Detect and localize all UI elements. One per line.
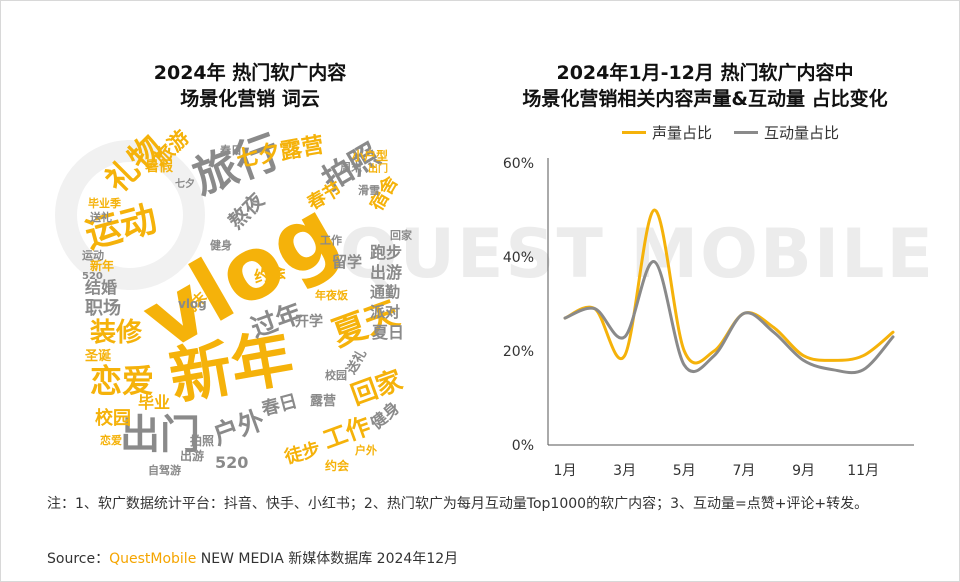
wordcloud-word: 校园 — [95, 408, 131, 429]
chart-title-line2: 场景化营销相关内容声量&互动量 占比变化 — [522, 88, 888, 110]
wordcloud-word: 拍照 — [190, 434, 215, 448]
x-tick-label: 1月 — [554, 463, 577, 479]
chart-title: 2024年1月-12月 热门软广内容中 场景化营销相关内容声量&互动量 占比变化 — [470, 60, 940, 112]
wordcloud-word: 出门 — [368, 164, 388, 175]
wordcloud-word: 暑假 — [145, 159, 173, 175]
wordcloud-word: 恋爱 — [90, 362, 155, 400]
wordcloud-word: 小户型 — [352, 149, 389, 163]
chart-legend: 声量占比 互动量占比 — [622, 122, 839, 143]
wordcloud-word: 年夜饭 — [315, 289, 348, 302]
wordcloud-word: 毕业季 — [88, 197, 121, 210]
wordcloud-word: 徒步 — [282, 438, 323, 469]
wordcloud-word: 出游 — [370, 263, 403, 282]
wordcloud-word: 职场 — [85, 298, 121, 319]
wordcloud-word: 工作 — [320, 234, 342, 247]
wordcloud-word: 开学 — [295, 314, 323, 330]
wordcloud-word: 毕业 — [138, 393, 171, 412]
wordcloud-word: 结婚 — [85, 278, 118, 297]
source-rest: NEW MEDIA 新媒体数据库 2024年12月 — [196, 551, 459, 567]
chart-title-line1: 2024年1月-12月 热门软广内容中 — [556, 62, 854, 84]
series-line-interaction — [563, 260, 895, 375]
wordcloud-word: 出游 — [180, 449, 205, 463]
wordcloud-word: 留学 — [332, 253, 363, 271]
wordcloud-word: 七夕 — [175, 179, 195, 190]
wordcloud-word: 约会 — [325, 459, 350, 473]
wordcloud-word: 户外 — [355, 444, 377, 457]
y-tick-label: 0% — [512, 438, 534, 454]
wordcloud-title-line2: 场景化营销 词云 — [180, 88, 320, 110]
y-tick-label: 20% — [503, 344, 534, 360]
footnote: 注：1、软广数据统计平台：抖音、快手、小红书；2、热门软广为每月互动量Top10… — [47, 496, 869, 512]
series-line-volume — [563, 208, 895, 365]
wordcloud-word: 周末 — [340, 161, 362, 174]
y-tick-label: 40% — [503, 250, 534, 266]
wordcloud-word: 跑步 — [370, 243, 403, 262]
line-chart: 0% 20% 40% 60% 1月 3月 5月 7月 9月 11月 — [503, 156, 914, 479]
x-tick-label: 5月 — [673, 463, 696, 479]
x-tick-label: 3月 — [613, 463, 636, 479]
wordcloud-word: 滑雪 — [358, 184, 380, 197]
legend-label-volume: 声量占比 — [652, 124, 713, 142]
wordcloud-word: 夏日 — [372, 323, 405, 342]
x-tick-label: 9月 — [792, 463, 815, 479]
x-tick-label: 11月 — [847, 463, 879, 479]
y-tick-label: 60% — [503, 156, 534, 172]
wordcloud-word: 春日 — [220, 144, 242, 157]
source-prefix: Source： — [47, 551, 110, 567]
wordcloud-word: 派对 — [370, 303, 401, 321]
legend-item-interaction: 互动量占比 — [734, 122, 839, 143]
source-line: Source：QuestMobile NEW MEDIA 新媒体数据库 2024… — [47, 548, 458, 568]
wordcloud-word: vlog — [178, 297, 207, 311]
wordcloud-title-line1: 2024年 热门软广内容 — [153, 62, 347, 84]
wordcloud-title: 2024年 热门软广内容 场景化营销 词云 — [90, 60, 410, 112]
wordcloud-word: 露营 — [310, 394, 337, 409]
wordcloud-word: 520 — [82, 271, 103, 282]
source-brand: QuestMobile — [109, 551, 197, 567]
wordcloud-word: 通勤 — [370, 283, 401, 301]
wordcloud-word: 出门 — [120, 412, 200, 458]
legend-swatch-interaction — [734, 131, 759, 134]
wordcloud-word: 圣诞 — [85, 349, 112, 364]
wordcloud-word: 健身 — [210, 239, 232, 252]
legend-swatch-volume — [622, 131, 646, 134]
wordcloud-word: 校园 — [325, 369, 347, 382]
word-cloud: vlog 新年 旅行 运动 礼物 出门 恋爱 装修 拍照 夏天 过年 回家 户外 工作 七夕露营 旅游 熬夜 宿舍… — [70, 120, 430, 480]
wordcloud-word: 运动 — [82, 249, 104, 262]
wordcloud-word: 恋爱 — [100, 434, 122, 447]
wordcloud-word: 520 — [215, 453, 249, 472]
wordcloud-word: 回家 — [390, 229, 412, 242]
wordcloud-word: 送礼 — [90, 211, 112, 224]
wordcloud-word: 新年 — [90, 259, 115, 273]
wordcloud-word: 春节 — [304, 178, 346, 215]
legend-item-volume: 声量占比 — [622, 122, 712, 143]
wordcloud-word: 装修 — [90, 318, 143, 348]
wordcloud-word: 自驾游 — [148, 464, 181, 477]
watermark-text: QUEST MOBILE — [340, 215, 935, 294]
x-tick-label: 7月 — [732, 463, 755, 479]
legend-label-interaction: 互动量占比 — [764, 124, 840, 142]
wordcloud-word: 户外 — [209, 405, 269, 452]
